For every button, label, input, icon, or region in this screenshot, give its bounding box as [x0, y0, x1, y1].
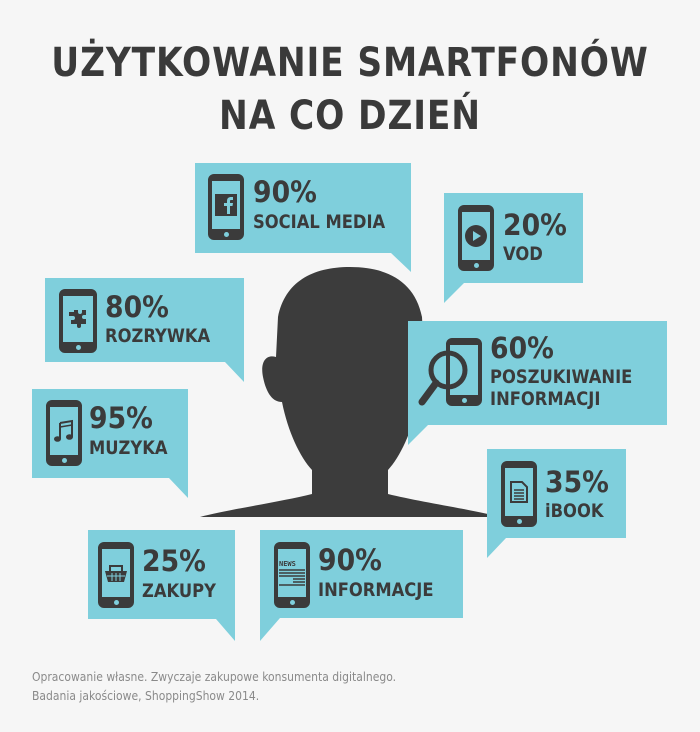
percent-zakupy: 25%	[142, 544, 206, 578]
label-vod: VOD	[503, 243, 543, 265]
phone-icon	[59, 289, 97, 353]
footnote-line-2: Badania jakościowe, ShoppingShow 2014.	[32, 689, 260, 703]
percent-social-media: 90%	[253, 175, 317, 209]
label-informacje: INFORMACJE	[318, 579, 434, 601]
label-ibook: iBOOK	[545, 500, 604, 522]
bubble-ibook: 35% iBOOK	[487, 449, 627, 559]
phone-icon	[98, 542, 134, 608]
puzzle-icon	[69, 310, 86, 328]
label-muzyka: MUZYKA	[89, 437, 168, 459]
footnote: Opracowanie własne. Zwyczaje zakupowe ko…	[32, 668, 396, 706]
percent-ibook: 35%	[545, 465, 609, 499]
music-note-icon	[54, 419, 73, 442]
phone-icon	[46, 400, 82, 466]
news-icon-text: NEWS	[279, 560, 296, 568]
bubble-vod: 20% VOD	[444, 193, 584, 303]
label-social-media: SOCIAL MEDIA	[253, 211, 386, 233]
phone-icon	[458, 205, 494, 271]
phone-icon	[208, 174, 244, 240]
percent-informacje: 90%	[318, 543, 382, 577]
facebook-icon	[215, 194, 237, 216]
percent-rozrywka: 80%	[105, 290, 169, 324]
bubble-social-media: 90% SOCIAL MEDIA	[195, 163, 412, 273]
document-icon	[510, 481, 528, 503]
label-poszukiwanie-line-1: POSZUKIWANIE	[490, 366, 633, 388]
page-title-line-2: NA CO DZIEŃ	[219, 93, 481, 139]
shopping-basket-icon	[105, 565, 127, 582]
play-icon	[465, 225, 487, 247]
phone-icon	[501, 461, 537, 527]
bubble-zakupy: 25% ZAKUPY	[88, 530, 236, 642]
magnifier-icon	[418, 350, 468, 406]
bubble-informacje: NEWS 90% INFORMACJE	[260, 530, 464, 642]
news-icon: NEWS	[279, 560, 305, 586]
page-title-line-1: UŻYTKOWANIE SMARTFONÓW	[51, 40, 649, 86]
phone-icon	[446, 338, 482, 406]
percent-muzyka: 95%	[89, 401, 153, 435]
percent-vod: 20%	[503, 208, 567, 242]
label-rozrywka: ROZRYWKA	[105, 325, 211, 347]
footnote-line-1: Opracowanie własne. Zwyczaje zakupowe ko…	[32, 670, 397, 684]
phone-icon: NEWS	[274, 542, 310, 608]
label-zakupy: ZAKUPY	[142, 580, 216, 602]
bubble-rozrywka: 80% ROZRYWKA	[45, 278, 245, 383]
bubble-poszukiwanie: 60% POSZUKIWANIE INFORMACJI	[408, 321, 668, 446]
label-poszukiwanie-line-2: INFORMACJI	[490, 388, 601, 410]
percent-poszukiwanie: 60%	[490, 331, 554, 365]
person-silhouette-icon	[200, 267, 500, 517]
bubble-muzyka: 95% MUZYKA	[32, 389, 189, 499]
